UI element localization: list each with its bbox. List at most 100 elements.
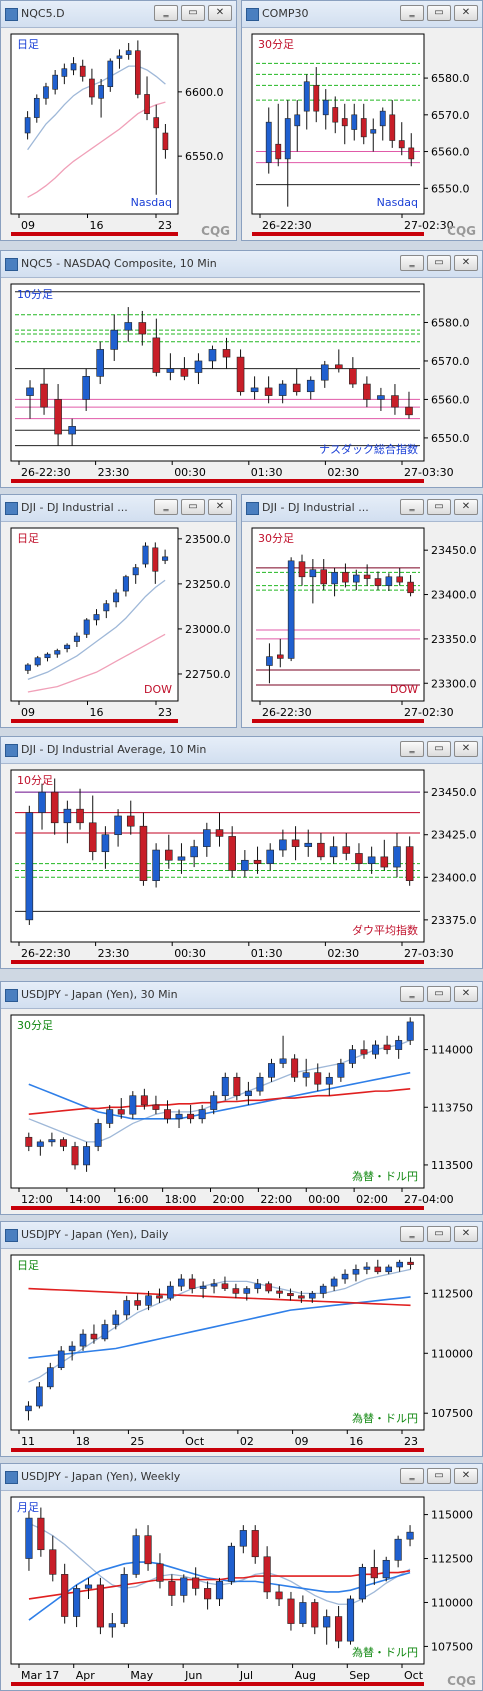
y-tick-label: 113750 <box>431 1101 473 1114</box>
chart-window-dji-30min[interactable]: DJI - DJ Industrial ... ‗ ▭ ✕ 23450.0 23400… <box>241 494 483 728</box>
candlestick-chart[interactable]: 6580.0 6570.0 6560.0 6550.0 26-22:30 27-02:30… <box>242 28 482 240</box>
minimize-button[interactable]: ‗ <box>154 5 178 21</box>
candle-down <box>192 1577 200 1589</box>
candle-up <box>38 791 46 813</box>
instrument-name-label: ダウ平均指数 <box>352 923 418 937</box>
candlestick-chart[interactable]: 114000 113750 113500 12:00 14:00 16:00 18:00 20… <box>1 1009 482 1214</box>
close-button[interactable]: ✕ <box>454 1226 478 1242</box>
candle-up <box>395 1040 403 1050</box>
chart-window-comp30[interactable]: COMP30 ‗ ▭ ✕ 6580.0 6570.0 6560.0 6550.0 26-22… <box>241 0 483 241</box>
session-bar <box>11 1206 424 1210</box>
x-tick-label: 00:00 <box>308 1193 340 1206</box>
candle-up <box>110 329 119 350</box>
window-title: DJI - DJ Industrial Average, 10 Min <box>21 743 207 756</box>
window-titlebar[interactable]: USDJPY - Japan (Yen), Weekly ‗ ▭ ✕ <box>1 1464 482 1491</box>
close-button[interactable]: ✕ <box>454 986 478 1002</box>
y-tick-label: 6570.0 <box>431 355 470 368</box>
candle-up <box>363 1266 371 1270</box>
candle-up <box>239 1530 247 1547</box>
minimize-button[interactable]: ‗ <box>400 741 424 757</box>
candle-down <box>152 547 159 572</box>
chart-window-dji-daily[interactable]: DJI - DJ Industrial ... ‗ ▭ ✕ 23500.0 23250… <box>0 494 237 728</box>
minimize-button[interactable]: ‗ <box>400 1468 424 1484</box>
chart-window-usdjpy-30min[interactable]: USDJPY - Japan (Yen), 30 Min ‗ ▭ ✕ 114000 1… <box>0 981 483 1215</box>
close-button[interactable]: ✕ <box>208 499 232 515</box>
close-button[interactable]: ✕ <box>208 5 232 21</box>
candle-down <box>314 1072 322 1085</box>
candle-up <box>341 1273 349 1280</box>
candlestick-chart[interactable]: 23500.0 23250.0 23000.0 22750.0 09 16 23 日足 DOW <box>1 522 236 727</box>
y-tick-label: 113500 <box>431 1159 473 1172</box>
candlestick-chart[interactable]: 115000 112500 110000 107500 Mar 17 Apr May Jun J… <box>1 1491 482 1690</box>
window-titlebar[interactable]: USDJPY - Japan (Yen), Daily ‗ ▭ ✕ <box>1 1222 482 1249</box>
candle-down <box>134 1300 141 1306</box>
x-tick-label: Sep <box>349 1669 370 1682</box>
close-button[interactable]: ✕ <box>454 255 478 271</box>
candle-down <box>126 815 135 827</box>
window-titlebar[interactable]: COMP30 ‗ ▭ ✕ <box>242 1 482 28</box>
restore-button[interactable]: ▭ <box>427 1468 451 1484</box>
chart-window-dji-10min[interactable]: DJI - DJ Industrial Average, 10 Min ‗ ▭ ✕ … <box>0 736 483 969</box>
window-titlebar[interactable]: DJI - DJ Industrial ... ‗ ▭ ✕ <box>242 495 482 522</box>
candle-down <box>71 1146 79 1166</box>
window-title: NQC5.D <box>21 7 65 20</box>
candle-down <box>264 387 273 396</box>
restore-button[interactable]: ▭ <box>181 499 205 515</box>
chart-window-nqc5-daily[interactable]: NQC5.D ‗ ▭ ✕ 6600.0 6550.0 09 16 23 日足 Nasdaq CQG <box>0 0 237 241</box>
window-titlebar[interactable]: DJI - DJ Industrial ... ‗ ▭ ✕ <box>1 495 236 522</box>
candle-up <box>25 812 34 921</box>
candle-up <box>46 1367 54 1388</box>
candlestick-chart[interactable]: 112500 110000 107500 11 18 25 Oct 02 09 16 23 日足為替・… <box>1 1249 482 1456</box>
minimize-button[interactable]: ‗ <box>400 986 424 1002</box>
candlestick-chart[interactable]: 6580.0 6570.0 6560.0 6550.0 26-22:30 23:30 00:… <box>1 278 482 487</box>
candle-down <box>232 1288 240 1294</box>
chart-window-usdjpy-weekly[interactable]: USDJPY - Japan (Yen), Weekly ‗ ▭ ✕ 115000 1… <box>0 1463 483 1691</box>
y-tick-label: 23350.0 <box>431 633 477 646</box>
x-tick-label: 23 <box>158 219 172 232</box>
restore-button[interactable]: ▭ <box>427 741 451 757</box>
window-titlebar[interactable]: DJI - DJ Industrial Average, 10 Min ‗ ▭ ✕ <box>1 737 482 764</box>
session-bar <box>11 1448 424 1452</box>
close-button[interactable]: ✕ <box>454 1468 478 1484</box>
candle-up <box>73 635 80 642</box>
minimize-button[interactable]: ‗ <box>400 1226 424 1242</box>
window-titlebar[interactable]: NQC5.D ‗ ▭ ✕ <box>1 1 236 28</box>
timeframe-label: 30分足 <box>258 38 294 51</box>
candle-up <box>63 808 72 824</box>
candle-down <box>320 569 327 585</box>
candle-up <box>96 349 104 377</box>
candlestick-chart[interactable]: 23450.0 23400.0 23350.0 23300.0 26-22:30 27-0… <box>242 522 482 727</box>
moving-average-blue <box>28 1296 411 1359</box>
y-tick-label: 23400.0 <box>431 589 477 602</box>
candlestick-chart[interactable]: 6600.0 6550.0 09 16 23 日足 Nasdaq CQG <box>1 28 236 240</box>
instrument-name-label: 為替・ドル円 <box>352 1645 418 1659</box>
candle-up <box>370 129 377 134</box>
restore-button[interactable]: ▭ <box>427 255 451 271</box>
restore-button[interactable]: ▭ <box>427 499 451 515</box>
minimize-button[interactable]: ‗ <box>400 5 424 21</box>
candlestick-chart[interactable]: 23450.0 23425.0 23400.0 23375.0 26-22:30 23:3… <box>1 764 482 968</box>
close-button[interactable]: ✕ <box>454 5 478 21</box>
window-titlebar[interactable]: NQC5 - NASDAQ Composite, 10 Min ‗ ▭ ✕ <box>1 251 482 278</box>
restore-button[interactable]: ▭ <box>427 1226 451 1242</box>
minimize-button[interactable]: ‗ <box>400 255 424 271</box>
minimize-button[interactable]: ‗ <box>400 499 424 515</box>
window-titlebar[interactable]: USDJPY - Japan (Yen), 30 Min ‗ ▭ ✕ <box>1 982 482 1009</box>
chart-app-icon <box>5 989 18 1002</box>
close-button[interactable]: ✕ <box>454 499 478 515</box>
y-tick-label: 115000 <box>431 1509 473 1522</box>
close-button[interactable]: ✕ <box>454 741 478 757</box>
chart-window-nqc5-10min[interactable]: NQC5 - NASDAQ Composite, 10 Min ‗ ▭ ✕ 6580… <box>0 250 483 488</box>
candle-up <box>129 1095 137 1115</box>
candle-down <box>360 1049 368 1055</box>
chart-window-usdjpy-daily[interactable]: USDJPY - Japan (Yen), Daily ‗ ▭ ✕ 112500 11… <box>0 1221 483 1457</box>
candle-up <box>24 117 31 134</box>
candle-up <box>256 1076 264 1092</box>
candle-down <box>370 1567 378 1579</box>
restore-button[interactable]: ▭ <box>427 986 451 1002</box>
minimize-button[interactable]: ‗ <box>154 499 178 515</box>
session-bar <box>11 479 424 483</box>
candle-up <box>367 856 376 864</box>
restore-button[interactable]: ▭ <box>181 5 205 21</box>
restore-button[interactable]: ▭ <box>427 5 451 21</box>
